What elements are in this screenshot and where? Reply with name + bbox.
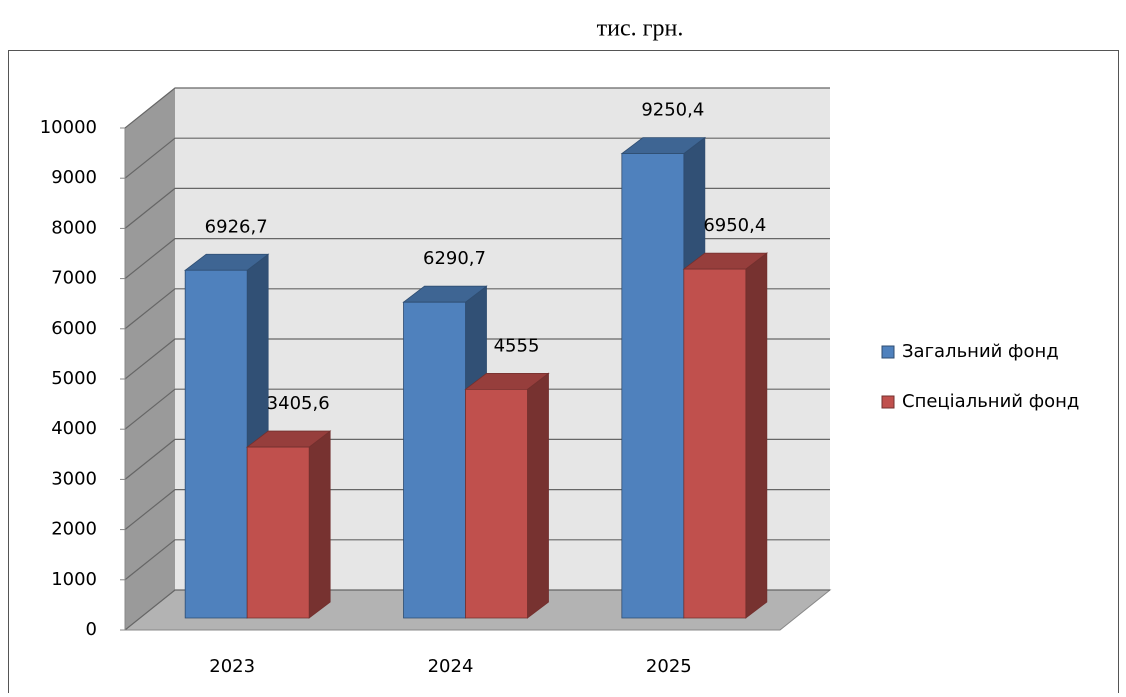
legend-swatch <box>881 345 895 359</box>
unit-label: тис. грн. <box>597 16 684 42</box>
bar <box>245 430 332 619</box>
grid-line <box>124 589 830 631</box>
bar <box>464 372 550 619</box>
x-tick-label: 2023 <box>209 656 255 677</box>
legend-swatch <box>881 395 895 409</box>
bar-front <box>621 153 685 619</box>
legend-label: Загальний фонд <box>902 341 1059 362</box>
grid-line <box>124 87 830 129</box>
bar-side <box>745 252 768 619</box>
grid-line <box>124 137 830 179</box>
legend-label: Спеціальний фонд <box>902 391 1079 412</box>
y-tick-label: 10000 <box>40 117 97 138</box>
value-label: 3405,6 <box>267 393 330 414</box>
bar-front <box>246 446 310 619</box>
y-tick-label: 5000 <box>51 368 97 389</box>
y-tick-label: 4000 <box>51 418 97 439</box>
bar-front <box>403 301 466 619</box>
bar-front <box>683 268 747 619</box>
value-label: 9250,4 <box>641 100 704 121</box>
grid-line <box>124 539 830 581</box>
bar <box>183 253 270 619</box>
grid-line <box>124 338 830 380</box>
y-tick-label: 6000 <box>51 318 97 339</box>
grid-line <box>124 288 830 330</box>
grid-line <box>124 438 830 480</box>
grid-line <box>124 388 830 430</box>
value-label: 6290,7 <box>423 248 486 269</box>
y-tick-label: 1000 <box>51 569 97 590</box>
bar-front <box>184 269 248 619</box>
bar-side <box>308 430 331 619</box>
grid-line <box>124 489 830 531</box>
grid-line <box>124 187 830 229</box>
bar-front <box>465 388 528 619</box>
y-tick-label: 9000 <box>51 167 97 188</box>
bar-side <box>527 372 549 619</box>
value-label: 6926,7 <box>205 216 268 237</box>
y-tick-label: 3000 <box>51 468 97 489</box>
x-tick-label: 2024 <box>428 656 474 677</box>
y-tick-label: 0 <box>86 619 97 640</box>
bar <box>682 252 769 619</box>
x-tick-label: 2025 <box>646 656 692 677</box>
grid-line <box>124 238 830 280</box>
value-label: 4555 <box>494 335 540 356</box>
value-label: 6950,4 <box>703 215 766 236</box>
y-tick-label: 8000 <box>51 217 97 238</box>
y-tick-label: 2000 <box>51 519 97 540</box>
y-tick-label: 7000 <box>51 268 97 289</box>
